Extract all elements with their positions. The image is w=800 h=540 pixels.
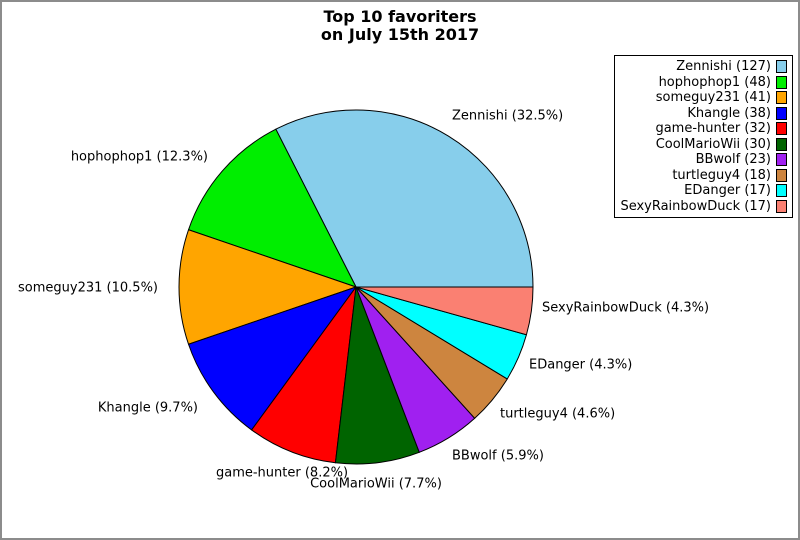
legend-item-hophophop1: hophophop1 (48)	[619, 75, 787, 91]
pie-label-someguy231: someguy231 (10.5%)	[18, 280, 158, 296]
legend-label: someguy231 (41)	[655, 90, 771, 106]
pie-label-BBwolf: BBwolf (5.9%)	[452, 448, 544, 464]
pie-label-CoolMarioWii: CoolMarioWii (7.7%)	[310, 476, 442, 492]
pie-label-turtleguy4: turtleguy4 (4.6%)	[500, 406, 616, 422]
legend-swatch-icon	[776, 137, 787, 151]
legend-swatch-icon	[776, 122, 787, 136]
legend-swatch-icon	[776, 75, 787, 89]
legend-swatch-icon	[776, 199, 787, 213]
legend-item-SexyRainbowDuck: SexyRainbowDuck (17)	[619, 199, 787, 215]
legend-item-Khangle: Khangle (38)	[619, 106, 787, 122]
legend-item-turtleguy4: turtleguy4 (18)	[619, 168, 787, 184]
legend-item-someguy231: someguy231 (41)	[619, 90, 787, 106]
legend-label: BBwolf (23)	[695, 152, 771, 168]
pie-label-Zennishi: Zennishi (32.5%)	[452, 108, 564, 124]
pie-label-EDanger: EDanger (4.3%)	[529, 357, 633, 373]
legend-label: hophophop1 (48)	[658, 74, 771, 90]
legend-swatch-icon	[776, 184, 787, 198]
legend-swatch-icon	[776, 60, 787, 74]
chart-title-line1: Top 10 favoriters	[323, 7, 477, 26]
legend-swatch-icon	[776, 91, 787, 105]
legend-label: CoolMarioWii (30)	[655, 136, 771, 152]
legend-item-Zennishi: Zennishi (127)	[619, 59, 787, 75]
chart-title-line2: on July 15th 2017	[320, 25, 480, 44]
pie-label-game-hunter: game-hunter (8.2%)	[215, 465, 349, 481]
legend-swatch-icon	[776, 106, 787, 120]
pie-label-Khangle: Khangle (9.7%)	[97, 400, 198, 416]
legend-label: SexyRainbowDuck (17)	[620, 198, 771, 214]
legend-label: Zennishi (127)	[676, 59, 771, 75]
legend-swatch-icon	[776, 168, 787, 182]
pie-slice-Zennishi	[275, 109, 534, 288]
chart-title: Top 10 favoriters on July 15th 2017	[2, 8, 798, 44]
legend: Zennishi (127) hophophop1 (48) someguy231 …	[614, 55, 793, 218]
pie-slice-Khangle	[188, 286, 357, 431]
pie-label-hophophop1: hophophop1 (12.3%)	[70, 149, 208, 165]
pie-slice-someguy231	[178, 229, 357, 345]
legend-item-CoolMarioWii: CoolMarioWii (30)	[619, 137, 787, 153]
pie-slice-SexyRainbowDuck	[355, 286, 534, 336]
legend-swatch-icon	[776, 153, 787, 167]
legend-item-game-hunter: game-hunter (32)	[619, 121, 787, 137]
legend-label: game-hunter (32)	[655, 121, 771, 137]
legend-label: EDanger (17)	[684, 183, 771, 199]
legend-label: Khangle (38)	[687, 105, 771, 121]
legend-item-EDanger: EDanger (17)	[619, 183, 787, 199]
pie-label-SexyRainbowDuck: SexyRainbowDuck (4.3%)	[542, 300, 710, 316]
pie-slice-game-hunter	[251, 286, 357, 464]
legend-item-BBwolf: BBwolf (23)	[619, 152, 787, 168]
pie-slice-hophophop1	[188, 128, 357, 288]
legend-label: turtleguy4 (18)	[672, 167, 771, 183]
